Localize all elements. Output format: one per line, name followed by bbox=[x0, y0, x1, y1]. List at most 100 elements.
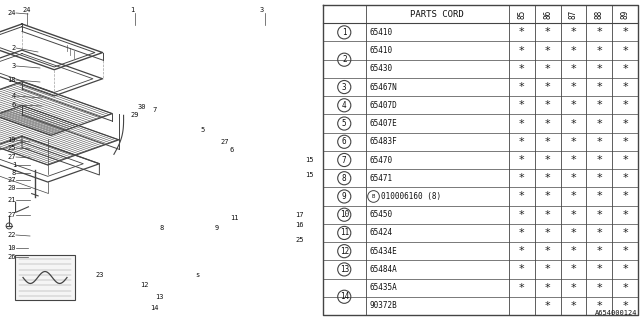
Text: *: * bbox=[571, 264, 576, 275]
Text: 16: 16 bbox=[295, 222, 303, 228]
Text: 8: 8 bbox=[342, 174, 347, 183]
Text: *: * bbox=[622, 27, 628, 37]
Text: *: * bbox=[571, 118, 576, 129]
Text: *: * bbox=[622, 246, 628, 256]
Text: *: * bbox=[545, 118, 550, 129]
Text: PARTS CORD: PARTS CORD bbox=[410, 10, 464, 19]
Text: 5: 5 bbox=[200, 127, 204, 133]
Text: 20: 20 bbox=[8, 185, 16, 191]
Text: *: * bbox=[571, 27, 576, 37]
Text: 010006160 (8): 010006160 (8) bbox=[381, 192, 442, 201]
Text: *: * bbox=[596, 283, 602, 293]
Text: *: * bbox=[571, 283, 576, 293]
Text: *: * bbox=[596, 246, 602, 256]
Text: 8: 8 bbox=[160, 225, 164, 231]
Text: 65435A: 65435A bbox=[369, 283, 397, 292]
Text: 1: 1 bbox=[12, 162, 16, 168]
Text: 17: 17 bbox=[295, 212, 303, 218]
Text: 25: 25 bbox=[8, 145, 16, 151]
Text: *: * bbox=[596, 301, 602, 311]
Text: *: * bbox=[545, 301, 550, 311]
Text: *: * bbox=[571, 210, 576, 220]
Text: *: * bbox=[571, 100, 576, 110]
Text: *: * bbox=[622, 82, 628, 92]
Text: 65470: 65470 bbox=[369, 156, 393, 164]
Text: 30: 30 bbox=[138, 104, 147, 110]
Text: 2: 2 bbox=[342, 55, 347, 64]
Text: 1: 1 bbox=[130, 7, 134, 13]
Text: 24: 24 bbox=[8, 10, 16, 16]
Text: 23: 23 bbox=[95, 272, 104, 278]
Text: 3: 3 bbox=[12, 63, 16, 69]
Text: *: * bbox=[571, 137, 576, 147]
Text: 86: 86 bbox=[543, 10, 552, 19]
Text: *: * bbox=[622, 118, 628, 129]
Text: 14: 14 bbox=[150, 305, 159, 311]
Text: *: * bbox=[571, 155, 576, 165]
Text: *: * bbox=[596, 173, 602, 183]
Text: *: * bbox=[545, 283, 550, 293]
Text: 27: 27 bbox=[220, 139, 228, 145]
Text: 10: 10 bbox=[340, 210, 349, 219]
Text: *: * bbox=[596, 264, 602, 275]
Text: 12: 12 bbox=[140, 282, 148, 288]
Text: *: * bbox=[571, 64, 576, 74]
Text: *: * bbox=[596, 100, 602, 110]
Text: 18: 18 bbox=[8, 77, 16, 83]
Text: *: * bbox=[519, 82, 525, 92]
Text: *: * bbox=[545, 228, 550, 238]
Text: 24: 24 bbox=[22, 7, 31, 13]
Text: 89: 89 bbox=[621, 10, 630, 19]
Text: *: * bbox=[545, 264, 550, 275]
Text: *: * bbox=[571, 246, 576, 256]
Text: 14: 14 bbox=[340, 292, 349, 301]
Text: 6: 6 bbox=[342, 137, 347, 146]
Text: 65484A: 65484A bbox=[369, 265, 397, 274]
Text: 27: 27 bbox=[8, 177, 16, 183]
Text: *: * bbox=[519, 191, 525, 202]
Text: 65467N: 65467N bbox=[369, 83, 397, 92]
Text: *: * bbox=[571, 45, 576, 56]
Text: *: * bbox=[596, 228, 602, 238]
Text: 5: 5 bbox=[342, 119, 347, 128]
Text: *: * bbox=[622, 100, 628, 110]
Text: *: * bbox=[596, 27, 602, 37]
Text: *: * bbox=[545, 210, 550, 220]
Text: 1: 1 bbox=[342, 28, 347, 37]
Text: *: * bbox=[519, 137, 525, 147]
Bar bbox=[15, 255, 75, 300]
Text: 27: 27 bbox=[8, 212, 16, 218]
Text: *: * bbox=[596, 191, 602, 202]
Text: *: * bbox=[622, 301, 628, 311]
Text: 85: 85 bbox=[517, 10, 526, 19]
Text: 9: 9 bbox=[215, 225, 220, 231]
Text: *: * bbox=[519, 155, 525, 165]
Text: 29: 29 bbox=[130, 112, 138, 118]
Text: 15: 15 bbox=[305, 157, 314, 163]
Text: 13: 13 bbox=[340, 265, 349, 274]
Text: 87: 87 bbox=[569, 10, 578, 19]
Text: *: * bbox=[622, 45, 628, 56]
Text: *: * bbox=[622, 191, 628, 202]
Text: A654000124: A654000124 bbox=[595, 310, 637, 316]
Text: 26: 26 bbox=[8, 254, 16, 260]
Text: 90372B: 90372B bbox=[369, 301, 397, 310]
Text: 21: 21 bbox=[8, 197, 16, 203]
Text: *: * bbox=[519, 246, 525, 256]
Text: 12: 12 bbox=[340, 247, 349, 256]
Text: *: * bbox=[519, 228, 525, 238]
Text: 65471: 65471 bbox=[369, 174, 393, 183]
Text: 27: 27 bbox=[8, 154, 16, 160]
Text: 8: 8 bbox=[12, 170, 16, 176]
Text: *: * bbox=[545, 100, 550, 110]
Text: 22: 22 bbox=[8, 232, 16, 238]
Text: 4: 4 bbox=[342, 101, 347, 110]
Text: 65407D: 65407D bbox=[369, 101, 397, 110]
Text: 6: 6 bbox=[12, 102, 16, 108]
Text: *: * bbox=[622, 173, 628, 183]
Text: 65407E: 65407E bbox=[369, 119, 397, 128]
Text: *: * bbox=[596, 137, 602, 147]
Text: 65410: 65410 bbox=[369, 28, 393, 37]
Text: 65434E: 65434E bbox=[369, 247, 397, 256]
Text: *: * bbox=[571, 301, 576, 311]
